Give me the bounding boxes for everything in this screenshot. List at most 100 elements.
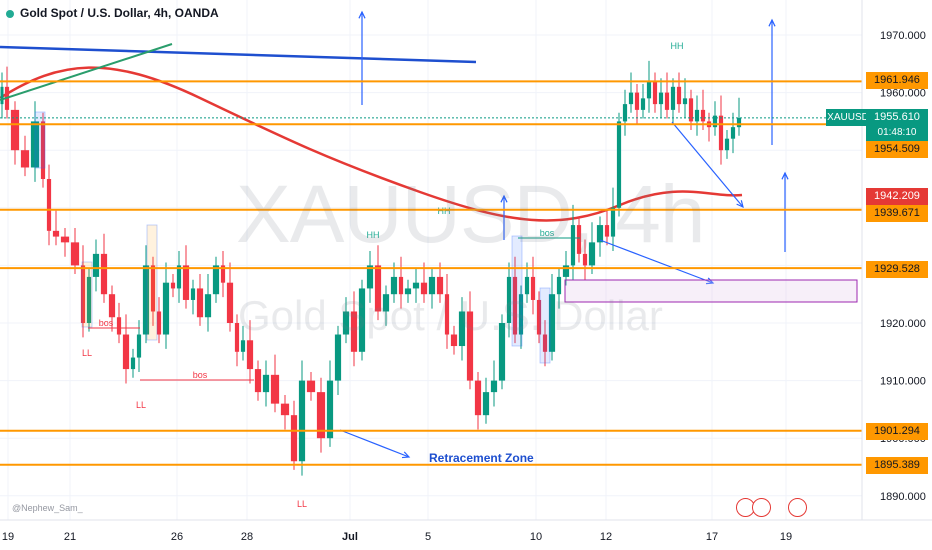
diagonal-arrow-1 [671,121,744,208]
order-block-2 [539,287,551,364]
candle-body [548,294,556,352]
candle-body [280,403,290,416]
ascending-trendline [0,43,173,101]
candle-body [240,340,246,352]
candle-body [136,334,142,358]
order-block-4 [511,235,523,347]
candle-body [270,374,280,404]
us-flag-event-icon[interactable] [752,498,771,517]
candle-body [570,225,576,266]
candle-body [108,294,116,318]
x-tick-6: 10 [530,531,542,543]
candle-body [724,138,730,151]
price-tag-1954: 1954.509 [866,141,928,158]
candle-body [122,334,130,370]
descending-trendline [0,45,477,64]
candle-body [190,288,196,300]
candle-body [52,230,60,237]
candle-body [588,242,596,266]
candle-body [436,276,444,295]
candle-body [712,115,718,128]
candle-body [60,236,70,243]
candle-body [576,225,582,254]
candle-body [736,117,742,128]
diagonal-arrow-3-head [401,451,411,459]
candle-body [176,265,182,289]
candle-body [646,81,652,99]
price-tag-1939: 1939.671 [866,205,928,222]
candle-body [306,380,316,393]
candle-body [398,276,404,295]
candle-body [182,265,190,300]
annotation-3: LL [82,348,92,358]
chart-title: Gold Spot / U.S. Dollar, 4h, OANDA [6,6,219,20]
candle-body [298,380,306,462]
diagonal-arrow-1-head [736,200,744,209]
candle-body [458,311,466,347]
up-arrow-1-head [358,10,366,19]
y-tick-7: 1960.000 [880,88,926,100]
x-tick-2: 26 [171,531,183,543]
candle-body [46,179,52,231]
candle-body [326,380,334,439]
price-tag-1901: 1901.294 [866,423,928,440]
candle-body [670,86,676,110]
candle-body [610,207,616,237]
x-tick-0: 19 [2,531,14,543]
candle-body [80,265,86,323]
candle-body [40,121,46,179]
candle-body [290,415,298,462]
candle-body [204,294,212,318]
candle-body [316,392,326,439]
y-tick-3: 1920.000 [880,318,926,330]
candle-body [634,92,640,110]
candle-body [262,374,270,393]
candle-body [116,317,122,335]
order-block-3 [81,261,93,328]
candle-body [700,109,706,122]
annotation-1: HH [367,230,380,240]
candle-body [162,282,170,335]
price-tag-1961: 1961.946 [866,72,928,89]
candle-body [366,265,374,289]
annotation-8: bos [540,228,555,238]
candle-body [150,265,156,312]
countdown-tag: 01:48:10 [866,124,928,141]
market-status-dot [6,9,14,18]
ma-price-tag: 1942.209 [866,188,928,205]
candle-body [718,115,724,151]
candle-body [688,98,694,122]
candle-body [596,225,604,243]
candle-body [382,294,390,312]
candle-body [604,225,610,237]
diagonal-arrow-3 [339,429,410,458]
order-block-0 [34,111,46,169]
retracement-zone-label: Retracement Zone [429,451,534,465]
candle-body [390,276,398,295]
candle-body [92,253,100,277]
annotation-2: HH [438,206,451,216]
order-block-1 [146,224,158,341]
up-arrow-4-head [500,194,508,203]
candle-body [358,288,366,352]
price-tag-1895: 1895.389 [866,457,928,474]
up-arrow-3-head [781,171,789,180]
candle-body [556,276,562,295]
candle-body [730,127,736,139]
candle-body [444,294,450,335]
candle-body [450,334,458,347]
current-price-tag: 1955.610 [866,109,928,126]
candle-body [420,282,428,295]
candle-body [512,276,518,335]
x-tick-8: 17 [706,531,718,543]
price-tag-1929: 1929.528 [866,261,928,278]
candle-body [628,92,634,105]
candle-body [86,276,92,323]
symbol-price-tag: XAUUSD [826,109,870,126]
candle-body [562,265,570,277]
candle-body [530,276,536,300]
candle-body [412,282,420,289]
x-tick-1: 21 [64,531,76,543]
us-flag-event-icon-2[interactable] [788,498,807,517]
